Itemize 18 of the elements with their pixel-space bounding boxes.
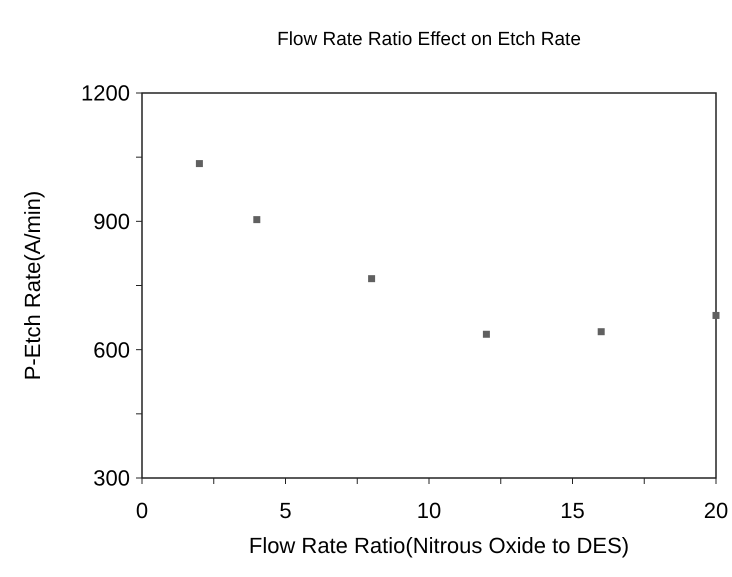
- point: [253, 216, 260, 224]
- y-tick-label: 600: [93, 337, 130, 362]
- y-axis-title: P-Etch Rate(A/min): [20, 190, 45, 380]
- y-tick-label: 1200: [81, 80, 130, 106]
- x-tick-label: 20: [704, 498, 728, 523]
- chart-title: Flow Rate Ratio Effect on Etch Rate: [277, 29, 581, 50]
- point: [482, 330, 490, 338]
- x-tick-label: 15: [560, 498, 585, 523]
- x-tick-label: 10: [416, 498, 442, 523]
- point: [598, 328, 605, 336]
- point: [368, 275, 376, 282]
- x-axis-title: Flow Rate Ratio(Nitrous Oxide to DES): [248, 533, 630, 558]
- y-tick-label: 300: [93, 466, 130, 491]
- x-tick-label: 5: [279, 498, 292, 523]
- point: [196, 160, 203, 168]
- y-tick-label: 900: [93, 209, 130, 234]
- x-tick-label: 0: [136, 498, 148, 523]
- point: [712, 312, 720, 319]
